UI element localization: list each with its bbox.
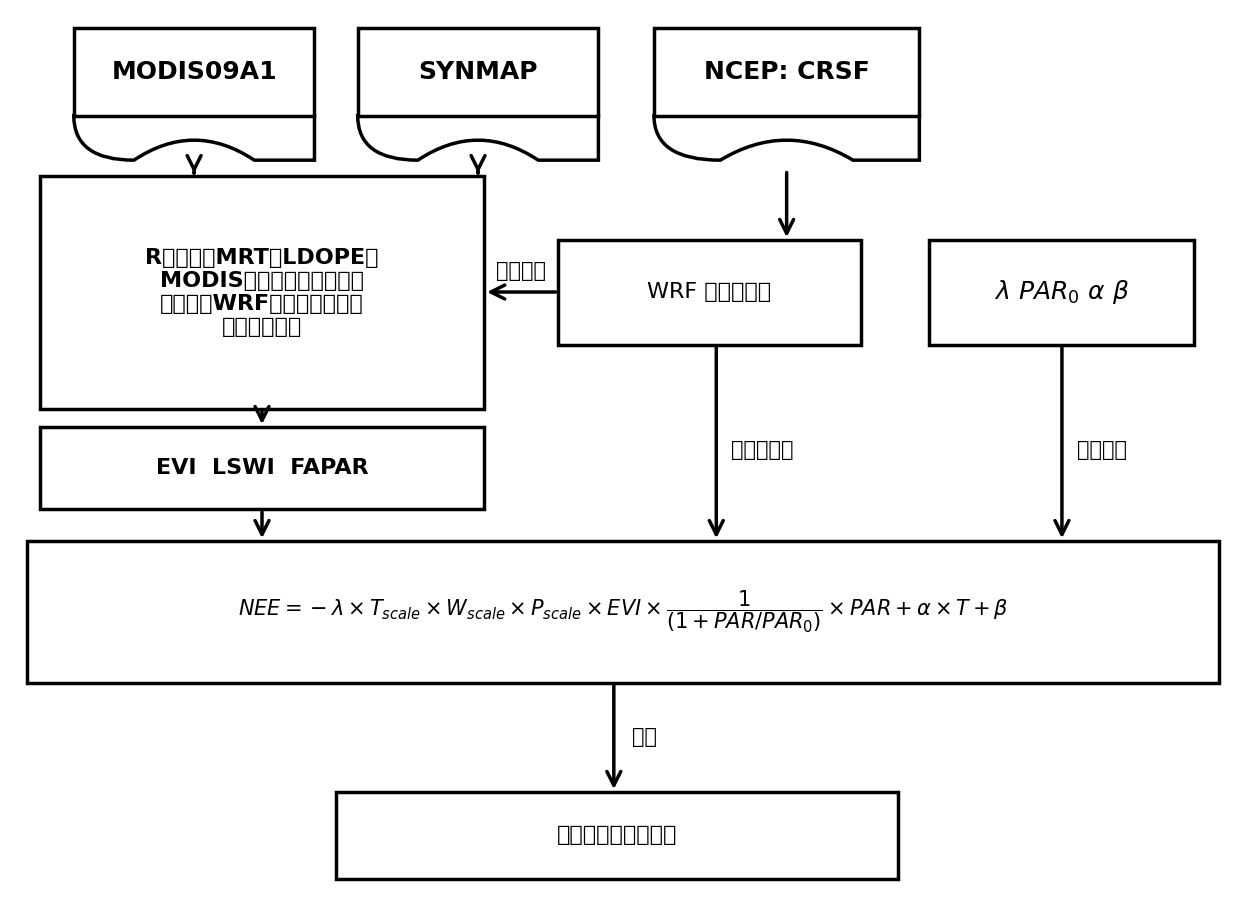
FancyBboxPatch shape bbox=[27, 541, 1219, 683]
FancyBboxPatch shape bbox=[40, 176, 484, 409]
Text: 参数优化: 参数优化 bbox=[1076, 440, 1127, 460]
Text: NCEP: CRSF: NCEP: CRSF bbox=[704, 60, 869, 84]
Text: SYNMAP: SYNMAP bbox=[418, 60, 538, 84]
Text: 气温和辐射: 气温和辐射 bbox=[732, 440, 794, 460]
Text: WRF 输出气象场: WRF 输出气象场 bbox=[647, 283, 771, 302]
FancyBboxPatch shape bbox=[929, 240, 1194, 345]
Text: R脚本调用MRT和LDOPE对
MODIS进行处理与质量控制
最后根据WRF给定区域对卫星
图像进行合并: R脚本调用MRT和LDOPE对 MODIS进行处理与质量控制 最后根据WRF给定… bbox=[145, 248, 378, 337]
PathPatch shape bbox=[73, 116, 315, 160]
PathPatch shape bbox=[357, 116, 599, 160]
PathPatch shape bbox=[653, 116, 919, 160]
FancyBboxPatch shape bbox=[336, 792, 898, 879]
Text: $NEE = -\lambda \times T_{scale} \times W_{scale} \times P_{scale} \times EVI \t: $NEE = -\lambda \times T_{scale} \times … bbox=[238, 588, 1008, 635]
FancyBboxPatch shape bbox=[357, 28, 599, 116]
Text: 地理信息: 地理信息 bbox=[496, 261, 547, 281]
FancyBboxPatch shape bbox=[653, 28, 919, 116]
Text: MODIS09A1: MODIS09A1 bbox=[112, 60, 277, 84]
Text: 区域内实测通量数据: 区域内实测通量数据 bbox=[557, 825, 677, 845]
FancyBboxPatch shape bbox=[73, 28, 315, 116]
Text: $\lambda\ PAR_0\ \alpha\ \beta$: $\lambda\ PAR_0\ \alpha\ \beta$ bbox=[993, 278, 1128, 307]
Text: 验证: 验证 bbox=[632, 727, 657, 747]
FancyBboxPatch shape bbox=[40, 427, 484, 509]
FancyBboxPatch shape bbox=[558, 240, 861, 345]
Text: EVI  LSWI  FAPAR: EVI LSWI FAPAR bbox=[156, 458, 368, 478]
